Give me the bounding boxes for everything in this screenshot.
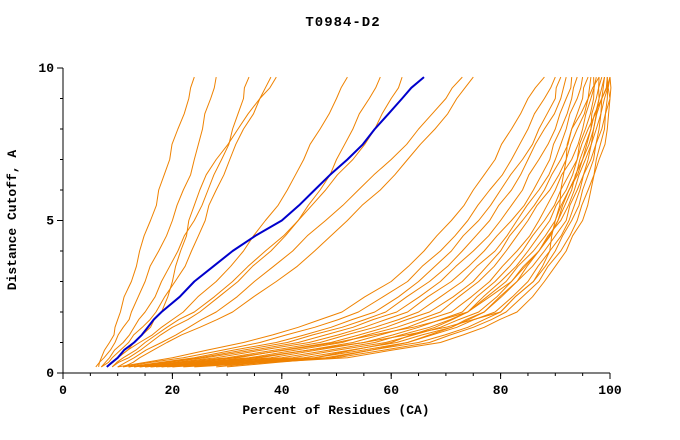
y-tick-label: 0 xyxy=(46,366,54,381)
curve-model-27 xyxy=(183,77,612,368)
curve-reference-model xyxy=(106,76,425,368)
curve-model-12 xyxy=(123,76,556,368)
y-tick-label: 10 xyxy=(38,61,54,76)
curve-model-31 xyxy=(172,76,600,368)
curve-model-14 xyxy=(128,76,567,368)
chart-title: T0984-D2 xyxy=(305,15,380,31)
curve-model-10 xyxy=(111,76,403,368)
curve-model-29 xyxy=(216,76,605,368)
curve-model-06 xyxy=(106,76,348,368)
curve-model-17 xyxy=(139,77,584,368)
curve-model-16 xyxy=(134,76,578,368)
curve-model-28 xyxy=(194,77,611,368)
curve-model-04 xyxy=(101,76,272,368)
x-tick-label: 40 xyxy=(274,383,290,398)
curve-model-01 xyxy=(95,76,195,368)
curve-model-15 xyxy=(134,77,573,368)
curve-model-19 xyxy=(145,77,592,368)
curve-model-26 xyxy=(172,76,611,368)
x-tick-label: 20 xyxy=(165,383,181,398)
x-tick-label: 80 xyxy=(493,383,509,398)
curve-model-13 xyxy=(128,76,562,368)
y-axis-label: Distance Cutoff, A xyxy=(5,150,20,291)
curve-model-03 xyxy=(100,76,250,368)
curve-model-11 xyxy=(117,76,545,368)
curve-model-07 xyxy=(111,76,381,368)
x-tick-label: 60 xyxy=(383,383,399,398)
series-lines xyxy=(95,76,612,368)
curve-model-32 xyxy=(161,76,611,368)
curve-model-08 xyxy=(117,76,463,368)
x-tick-label: 100 xyxy=(598,383,622,398)
x-tick-label: 0 xyxy=(59,383,67,398)
x-axis-label: Percent of Residues (CA) xyxy=(242,403,429,418)
curve-model-09 xyxy=(122,76,474,368)
y-tick-label: 5 xyxy=(46,214,54,229)
curve-model-02 xyxy=(98,77,217,367)
curve-model-20 xyxy=(145,77,595,368)
curve-model-24 xyxy=(161,77,605,368)
curve-model-05 xyxy=(106,76,277,368)
axes: 0 20 40 60 80 100 0 5 10 xyxy=(38,61,622,398)
